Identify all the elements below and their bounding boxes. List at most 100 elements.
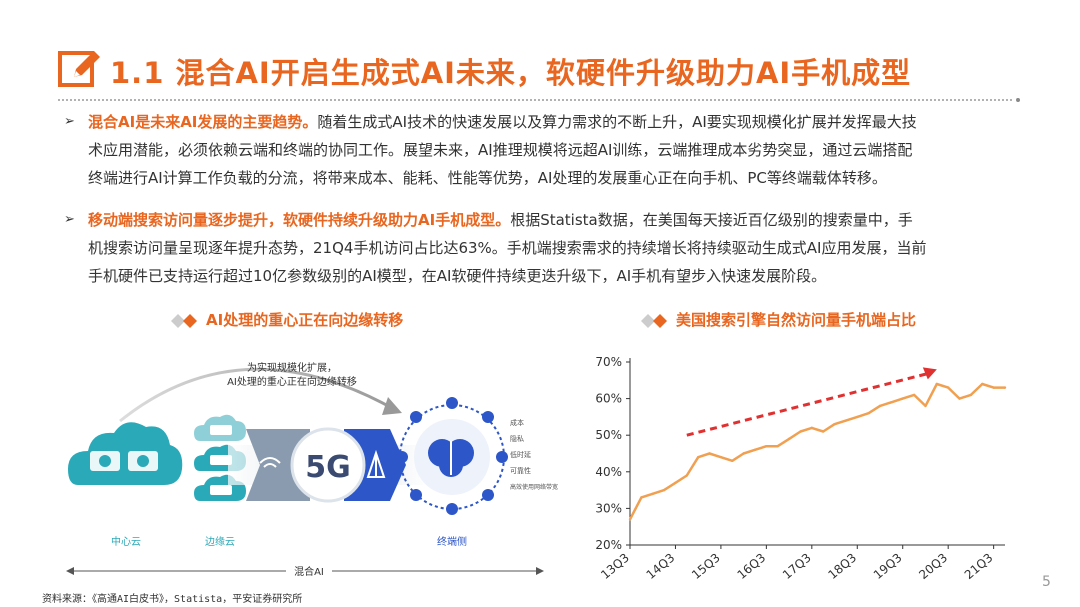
data-point <box>765 444 768 448</box>
data-point <box>844 419 848 422</box>
benefit-item: 隐私 <box>510 434 524 443</box>
x-tick-label: 20Q3 <box>916 551 950 583</box>
data-point <box>776 444 779 448</box>
bullet-icon: ➢ <box>64 212 75 227</box>
x-tick-label: 17Q3 <box>780 551 814 583</box>
data-point <box>753 448 757 452</box>
network-left-chevron <box>246 429 310 501</box>
paragraph-text: 移动端搜索访问量逐步提升，软硬件持续升级助力AI手机成型。根据Statista数… <box>88 206 1024 290</box>
mobile-share-chart: 20% 30% 40% 50% 60% 70% 13Q3 14Q3 15Q3 16Q3 17Q3 18… <box>595 355 1007 583</box>
data-point <box>787 437 791 441</box>
paragraph-line: 终端进行AI计算工作负载的分流，将带来成本、能耗、性能等优势，AI处理的发展重心… <box>88 169 887 187</box>
data-point <box>662 488 666 492</box>
left-figure-heading-text: AI处理的重心正在向边缘转移 <box>206 311 404 329</box>
data-point <box>867 412 870 415</box>
data-point <box>958 397 961 400</box>
y-tick-label: 30% <box>595 501 622 515</box>
x-tick-label: 14Q3 <box>644 551 678 583</box>
x-tick-label: 19Q3 <box>871 551 905 583</box>
source-note: 资料来源：《高通AI白皮书》，Statista，平安证券研究所 <box>42 594 303 605</box>
y-tick-label: 50% <box>595 428 622 442</box>
data-point <box>924 404 927 408</box>
data-point <box>833 423 836 426</box>
data-point <box>674 481 677 484</box>
benefit-item: 低时延 <box>510 450 531 459</box>
series-line <box>628 382 1005 520</box>
page-title: 1.1 混合AI开启生成式AI未来，软硬件升级助力AI手机成型 <box>110 56 912 90</box>
y-tick-label: 60% <box>595 392 622 406</box>
data-point <box>651 492 654 495</box>
data-point <box>890 401 893 404</box>
left-figure-heading: AI处理的重心正在向边缘转移 <box>170 309 403 330</box>
diamond-icon <box>171 313 197 328</box>
benefit-item: 可靠性 <box>510 466 531 475</box>
x-tick-label: 18Q3 <box>825 551 859 583</box>
data-point <box>969 393 973 397</box>
data-point <box>742 452 745 455</box>
benefit-item: 成本 <box>510 418 524 427</box>
data-point <box>981 382 984 386</box>
edge-cloud-label: 边缘云 <box>205 535 235 548</box>
right-figure-heading: 美国搜索引擎自然访问量手机端占比 <box>640 309 916 330</box>
data-point <box>912 393 916 397</box>
central-cloud-label: 中心云 <box>111 535 141 548</box>
brain-icon <box>428 439 474 477</box>
page-number: 5 <box>1042 574 1051 590</box>
data-point <box>901 397 904 400</box>
arc-caption-2: AI处理的重心正在向边缘转移 <box>227 375 357 388</box>
device-icon <box>396 397 508 515</box>
data-point <box>708 452 711 455</box>
paragraph-line: 术应用潜能，必须依赖云端和终端的协同工作。展望未来，AI推理规模将远超AI训练，… <box>88 141 913 159</box>
data-point <box>1003 386 1007 389</box>
title-divider <box>58 98 1020 102</box>
arc-arrow <box>119 367 391 423</box>
data-point <box>946 386 950 389</box>
benefit-item: 高效使用网络带宽 <box>510 483 558 491</box>
paragraph-text: 混合AI是未来AI发展的主要趋势。随着生成式AI技术的快速发展以及算力需求的不断… <box>88 108 1024 192</box>
data-point <box>719 455 723 459</box>
paragraph-line: 机搜索访问量呈现逐年提升态势，21Q4手机访问占比达63%。手机端搜索需求的持续… <box>88 239 927 257</box>
hybrid-ai-diagram: 为实现规模化扩展， AI处理的重心正在向边缘转移 5G <box>66 361 558 579</box>
y-tick-label: 20% <box>595 538 622 552</box>
x-tick-label: 13Q3 <box>598 551 632 583</box>
x-tick-label: 21Q3 <box>962 551 996 583</box>
data-point <box>628 518 632 521</box>
wifi-icon <box>259 457 281 468</box>
paragraph-line: 手机硬件已支持运行超过10亿参数级别的AI模型，在AI软硬件持续更迭升级下，AI… <box>88 267 827 285</box>
paragraph-line: 根据Statista数据，在美国每天接近百亿级别的搜索量中，手 <box>510 211 913 229</box>
trend-arrow <box>686 371 930 437</box>
paragraph-highlight: 混合AI是未来AI发展的主要趋势。 <box>88 113 318 131</box>
network-label: 5G <box>305 450 351 485</box>
hybrid-ai-arrow-right <box>536 567 544 575</box>
y-tick-label: 40% <box>595 465 622 479</box>
data-point <box>878 404 882 408</box>
data-point <box>685 474 689 477</box>
data-point <box>992 386 995 389</box>
right-figure-heading-text: 美国搜索引擎自然访问量手机端占比 <box>676 311 917 329</box>
bullet-icon: ➢ <box>64 114 75 129</box>
x-tick-label: 16Q3 <box>735 551 769 583</box>
paragraph-highlight: 移动端搜索访问量逐步提升，软硬件持续升级助力AI手机成型。 <box>88 211 511 229</box>
terminal-label: 终端侧 <box>437 535 467 548</box>
data-point <box>821 430 825 433</box>
network-badge <box>290 427 366 503</box>
hybrid-ai-label-bg <box>286 563 332 579</box>
benefit-list: 成本 隐私 低时延 可靠性 高效使用网络带宽 <box>510 418 558 491</box>
hybrid-ai-label: 混合AI <box>294 565 324 578</box>
y-tick-label: 70% <box>595 355 622 369</box>
diamond-icon <box>641 313 667 328</box>
paragraph-hybrid-ai: ➢ 混合AI是未来AI发展的主要趋势。随着生成式AI技术的快速发展以及算力需求的… <box>64 108 1024 192</box>
edit-icon <box>58 51 100 87</box>
arc-arrow-head <box>382 397 402 415</box>
x-tick-label: 15Q3 <box>689 551 723 583</box>
arc-caption-1: 为实现规模化扩展， <box>247 361 337 374</box>
data-point <box>810 426 814 430</box>
hybrid-ai-arrow-left <box>66 567 74 575</box>
data-point <box>696 455 700 459</box>
paragraph-mobile-search: ➢ 移动端搜索访问量逐步提升，软硬件持续升级助力AI手机成型。根据Statist… <box>64 206 1024 290</box>
trend-arrow-head <box>922 367 937 380</box>
data-point <box>935 382 939 386</box>
data-point <box>799 430 802 433</box>
antenna-icon <box>366 449 386 478</box>
paragraph-line: 随着生成式AI技术的快速发展以及算力需求的不断上升，AI要实现规模化扩展并发挥最… <box>317 113 917 131</box>
